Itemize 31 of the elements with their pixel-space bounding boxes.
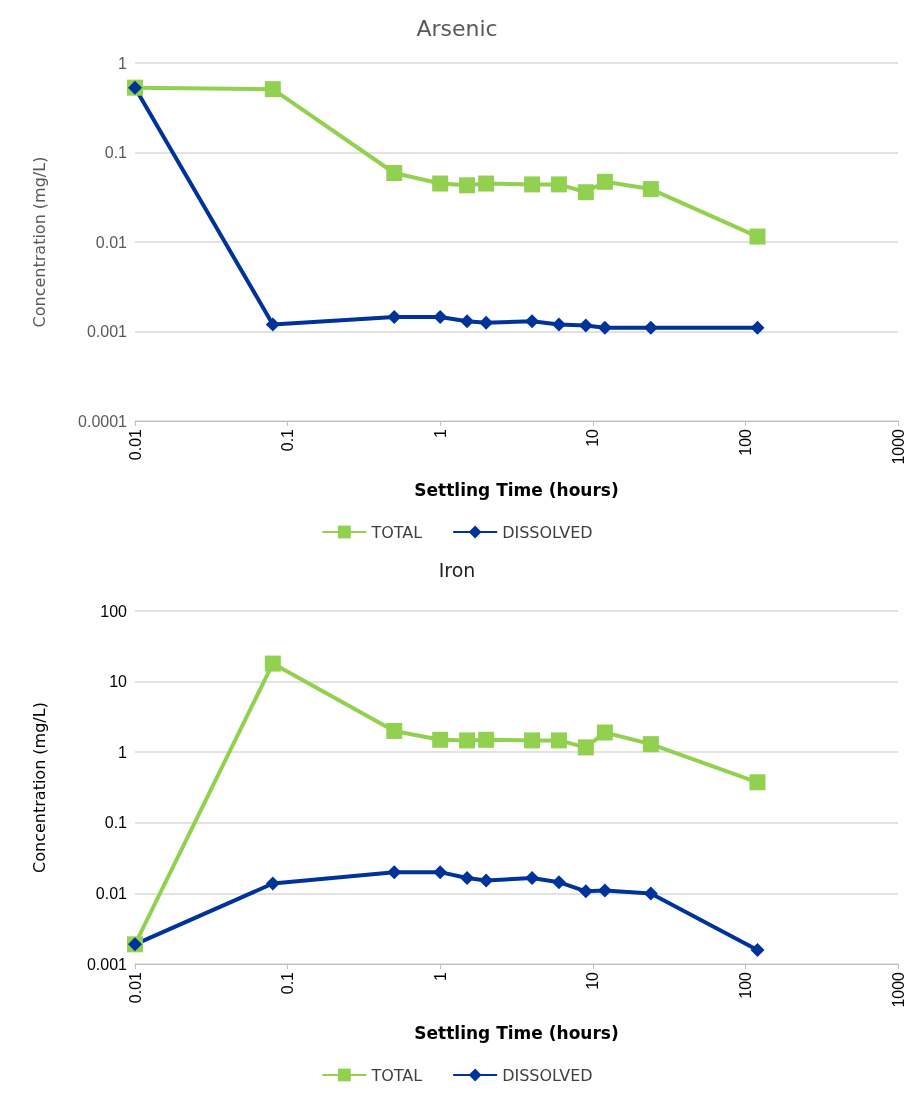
- y-tick-label: 0.001: [86, 323, 128, 340]
- y-tick-label: 1: [118, 743, 128, 761]
- x-tick-label: 0.1: [279, 428, 297, 452]
- y-axis-title: Concentration (mg/L): [29, 156, 49, 328]
- x-tick-label: 10: [584, 428, 602, 447]
- y-tick-label: 0.001: [86, 955, 128, 973]
- y-tick-label: 0.1: [104, 814, 128, 832]
- y-tick-label: 0.1: [104, 144, 128, 161]
- x-tick-label: 1: [431, 428, 449, 438]
- x-axis-title: Settling Time (hours): [414, 1022, 619, 1043]
- chart-title: Iron: [438, 558, 476, 581]
- y-tick-label: 0.01: [95, 233, 128, 251]
- legend-label: DISSOLVED: [502, 1065, 593, 1085]
- x-tick-label: 100: [736, 428, 754, 456]
- legend-label: TOTAL: [370, 522, 423, 542]
- y-tick-label: 1: [118, 54, 128, 72]
- x-tick-label: 1000: [889, 428, 907, 465]
- legend-label: DISSOLVED: [502, 522, 593, 542]
- y-tick-label: 0.0001: [78, 412, 128, 430]
- x-tick-label: 0.1: [279, 971, 297, 995]
- legend-label: TOTAL: [370, 1065, 423, 1085]
- y-tick-label: 0.01: [95, 884, 128, 902]
- x-tick-label: 100: [736, 971, 754, 999]
- y-axis-title: Concentration (mg/L): [29, 702, 49, 873]
- x-tick-label: 1000: [889, 971, 907, 1008]
- y-tick-label: 10: [109, 673, 128, 691]
- x-tick-label: 1: [431, 971, 449, 981]
- y-tick-label: 100: [100, 602, 128, 620]
- x-axis-title: Settling Time (hours): [414, 479, 619, 500]
- x-tick-label: 10: [584, 971, 602, 990]
- chart-title: Arsenic: [416, 15, 498, 41]
